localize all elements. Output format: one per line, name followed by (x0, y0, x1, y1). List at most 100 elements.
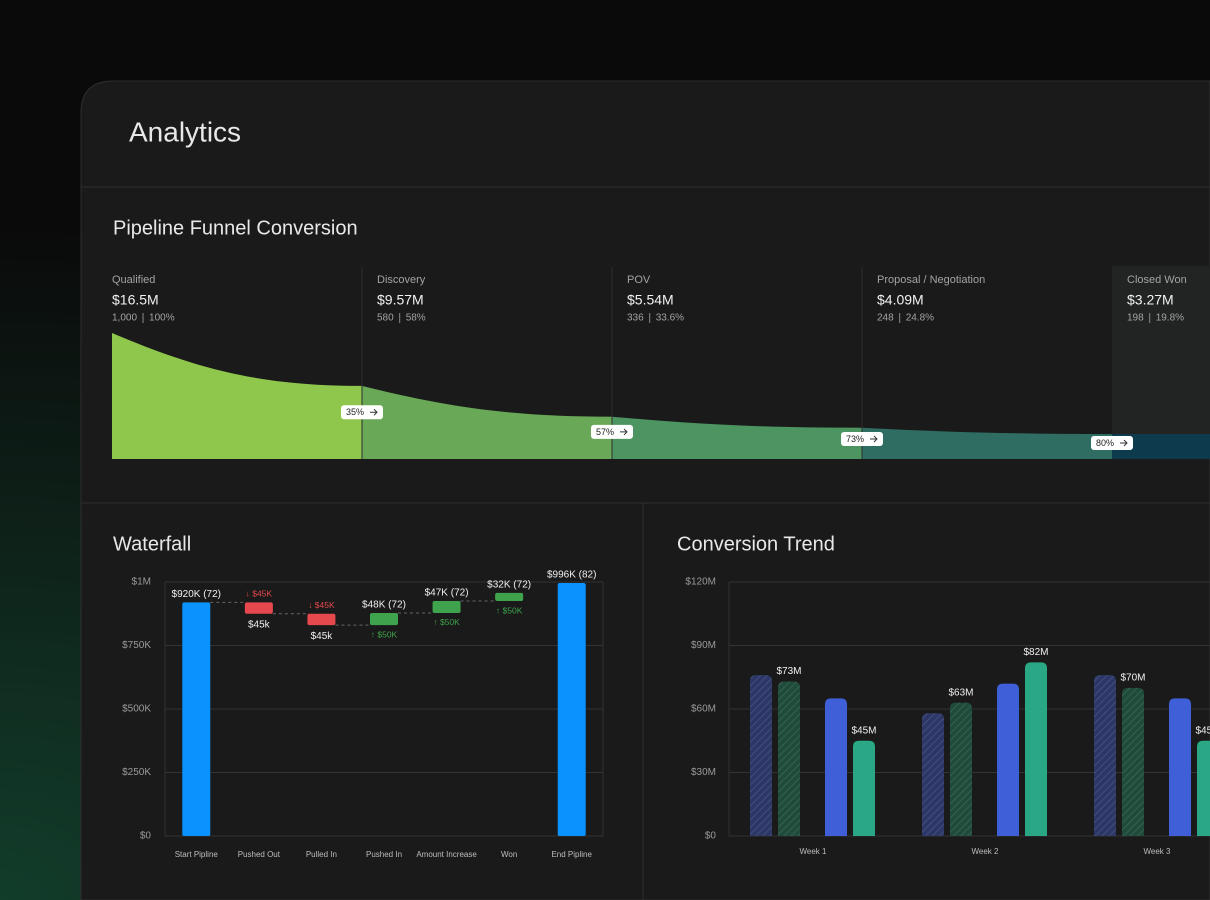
section-title: Pipeline Funnel Conversion (113, 217, 358, 239)
bar (1122, 687, 1144, 836)
bar (244, 602, 273, 614)
x-tick-label: Week 2 (972, 847, 1000, 856)
x-tick-label: End Pipline (551, 850, 592, 859)
stage-share: 58% (406, 313, 426, 324)
conversion-badge (841, 432, 883, 447)
y-tick-label: $250K (122, 767, 151, 778)
stage-highlight (1112, 266, 1210, 440)
arrow-icon (870, 435, 878, 443)
stage-count: 336 (627, 313, 644, 324)
bar (950, 702, 972, 836)
y-tick-label: $0 (705, 831, 717, 842)
bar (557, 583, 586, 836)
conversion-label: 73% (846, 434, 864, 444)
y-tick-label: $60M (691, 704, 716, 715)
stage-share: 19.8% (1156, 313, 1184, 324)
bar (853, 740, 875, 836)
value-label: $73M (776, 666, 801, 677)
y-tick-label: $750K (122, 640, 151, 651)
x-tick-label: Pushed Out (238, 850, 281, 859)
conversion-badge (1091, 436, 1133, 451)
change-note: ↑ $50K (371, 629, 398, 639)
value-label: $45M (851, 725, 876, 736)
stage-amount: $4.09M (877, 292, 924, 308)
value-label: $45k (248, 619, 271, 630)
section-title: Waterfall (113, 533, 191, 555)
value-label: $63M (948, 687, 973, 698)
page-title: Analytics (129, 116, 241, 147)
stage-name: Closed Won (1127, 274, 1187, 286)
bar (1094, 675, 1116, 836)
conversion-label: 57% (596, 427, 614, 437)
bar (922, 713, 944, 836)
value-label: $45M (1195, 725, 1210, 736)
x-tick-label: Won (501, 850, 517, 859)
conversion-badge (341, 405, 383, 420)
stage-amount: $16.5M (112, 292, 159, 308)
value-label: $920K (72) (172, 589, 221, 600)
arrow-icon (370, 408, 378, 416)
stage-name: POV (627, 274, 651, 286)
stage-name: Proposal / Negotiation (877, 274, 985, 286)
bar (182, 602, 211, 836)
section-title: Conversion Trend (677, 533, 835, 555)
x-tick-label: Pushed In (366, 850, 402, 859)
y-tick-label: $500K (122, 704, 151, 715)
value-label: $32K (72) (487, 580, 531, 591)
conversion-label: 80% (1096, 438, 1114, 448)
bar (750, 675, 772, 836)
stage-name: Discovery (377, 274, 426, 286)
bar (1197, 740, 1210, 836)
y-tick-label: $90M (691, 640, 716, 651)
bar (495, 592, 524, 602)
change-note: ↑ $50K (496, 605, 523, 615)
funnel-segment (862, 427, 1112, 459)
bar (997, 683, 1019, 836)
y-tick-label: $120M (685, 577, 716, 588)
value-label: $47K (72) (425, 588, 469, 599)
stage-amount: $9.57M (377, 292, 424, 308)
bar (825, 698, 847, 836)
bar (432, 601, 461, 613)
y-tick-label: $0 (140, 831, 152, 842)
funnel-segment (112, 333, 362, 459)
change-note: ↑ $50K (433, 617, 460, 627)
x-tick-label: Start Pipline (175, 850, 219, 859)
stage-count: 248 (877, 313, 894, 324)
panel (80, 80, 1210, 900)
arrow-icon (620, 428, 628, 436)
stage-amount: $3.27M (1127, 292, 1174, 308)
funnel-segment (1112, 434, 1210, 459)
stage-share: 24.8% (906, 313, 934, 324)
stage-share: 33.6% (656, 313, 684, 324)
x-tick-label: Week 3 (1144, 847, 1172, 856)
stage-amount: $5.54M (627, 292, 674, 308)
value-label: $82M (1023, 647, 1048, 658)
stage-name: Qualified (112, 274, 155, 286)
x-tick-label: Amount Increase (416, 850, 477, 859)
conversion-badge (591, 424, 633, 439)
change-note: ↓ $45K (308, 600, 335, 610)
bar (1169, 698, 1191, 836)
change-note: ↓ $45K (246, 589, 273, 599)
stage-share: 100% (149, 313, 175, 324)
y-tick-label: $1M (132, 577, 151, 588)
stage-count: 1,000 (112, 313, 137, 324)
y-tick-label: $30M (691, 767, 716, 778)
bar (307, 613, 336, 626)
funnel-segment (362, 385, 612, 459)
value-label: $996K (82) (547, 570, 596, 581)
stage-count: 198 (1127, 313, 1144, 324)
bar (1025, 662, 1047, 836)
value-label: $48K (72) (362, 600, 406, 611)
x-tick-label: Week 1 (800, 847, 828, 856)
stage-count: 580 (377, 313, 394, 324)
bar (370, 612, 398, 626)
value-label: $70M (1120, 672, 1145, 683)
bar (778, 681, 800, 836)
funnel-segment (612, 416, 862, 459)
arrow-icon (1120, 439, 1128, 447)
x-tick-label: Pulled In (306, 850, 337, 859)
